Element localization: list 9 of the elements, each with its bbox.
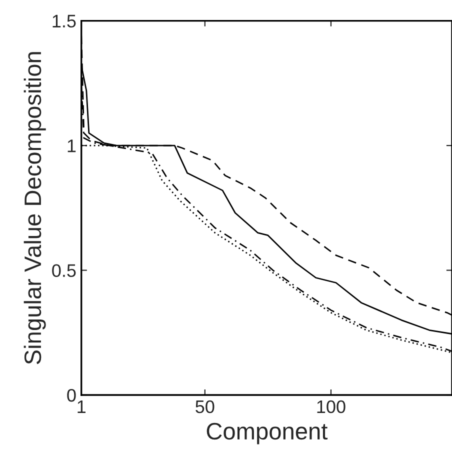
x-tick-label: 100: [317, 400, 346, 414]
y-tick-label: 0.5: [52, 264, 76, 277]
x-tick-label: 50: [196, 400, 214, 414]
y-axis-title: Singular Value Decomposition: [24, 52, 46, 364]
x-axis-title: Component: [206, 422, 328, 444]
y-tick-label: 0: [67, 388, 76, 402]
x-tick-label: 1: [78, 400, 86, 413]
y-tick-label: 1.5: [52, 14, 76, 28]
y-tick-label: 1: [68, 140, 76, 152]
